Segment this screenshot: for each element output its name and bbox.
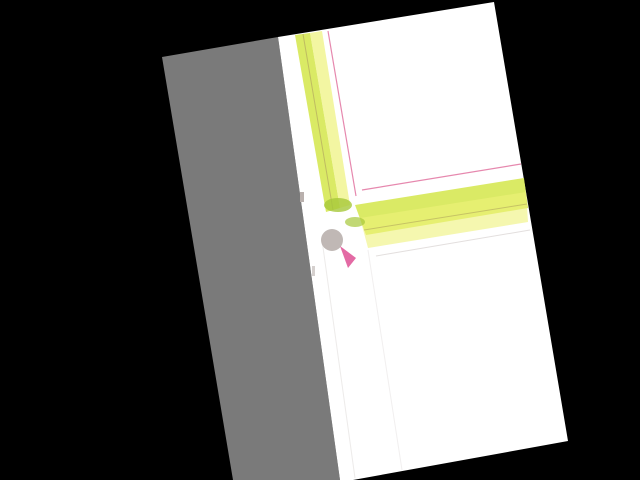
frame-horizontal-pink-line [361,163,522,191]
frame-vertical-olive-line [302,33,334,211]
scan-mark [312,266,315,276]
ornament-leaf [324,198,352,212]
gray-scan-margin [162,37,340,480]
faint-guide-line [367,249,403,471]
decorative-frame-horizontal-band [355,163,531,257]
faint-guide-line [321,239,356,479]
ornament-leaf [345,217,365,227]
faint-page-guides [321,239,403,479]
scan-mark [300,192,304,202]
decorative-frame-vertical-band [295,30,357,212]
frame-vertical-pink-line [327,30,357,197]
frame-horizontal-faint-line [375,229,531,257]
ornament-bloom [321,229,343,251]
floral-corner-ornament-icon [321,198,365,268]
frame-vertical-yellow-stripe [310,31,350,208]
frame-vertical-lime-stripe [295,33,340,212]
ornament-petal [340,246,356,268]
white-scanned-page [278,2,568,480]
frame-horizontal-yellow-stripe [360,192,528,248]
frame-horizontal-olive-line [363,203,528,231]
